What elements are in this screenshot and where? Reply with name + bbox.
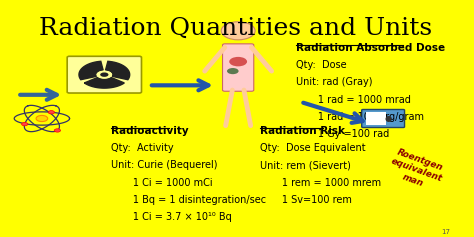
FancyBboxPatch shape — [67, 56, 142, 93]
Text: 1 Bq = 1 disintegration/sec: 1 Bq = 1 disintegration/sec — [111, 195, 266, 205]
Text: ●: ● — [385, 114, 392, 123]
Text: 1 rad = 1000 mrad: 1 rad = 1000 mrad — [296, 95, 411, 105]
Circle shape — [22, 123, 28, 126]
Circle shape — [54, 129, 61, 132]
Circle shape — [100, 73, 109, 77]
Circle shape — [48, 111, 55, 114]
FancyBboxPatch shape — [366, 112, 386, 125]
Text: Unit: rem (Sievert): Unit: rem (Sievert) — [260, 160, 351, 170]
Text: 17: 17 — [441, 229, 450, 235]
Text: 1 rem = 1000 mrem: 1 rem = 1000 mrem — [260, 178, 382, 187]
Circle shape — [97, 71, 112, 79]
Text: Radioactivity: Radioactivity — [111, 126, 189, 136]
Text: 1 Ci = 1000 mCi: 1 Ci = 1000 mCi — [111, 178, 213, 187]
Circle shape — [227, 68, 238, 74]
Text: Radiation Quantities and Units: Radiation Quantities and Units — [39, 17, 432, 40]
Polygon shape — [79, 61, 103, 80]
Text: Unit: rad (Gray): Unit: rad (Gray) — [296, 77, 373, 87]
Text: Roentgen
equivalent
man: Roentgen equivalent man — [386, 147, 447, 193]
Polygon shape — [106, 61, 130, 80]
Polygon shape — [84, 77, 124, 88]
Text: Radiation Absorbed Dose: Radiation Absorbed Dose — [296, 43, 445, 53]
Circle shape — [221, 22, 255, 40]
FancyBboxPatch shape — [362, 109, 404, 128]
Circle shape — [36, 115, 48, 122]
Text: 1 rad = 100 erg/gram: 1 rad = 100 erg/gram — [296, 112, 424, 122]
Text: Qty:  Dose Equivalent: Qty: Dose Equivalent — [260, 143, 366, 153]
Text: 1 Gy =100 rad: 1 Gy =100 rad — [296, 129, 390, 139]
Text: 1 Ci = 3.7 × 10¹⁰ Bq: 1 Ci = 3.7 × 10¹⁰ Bq — [111, 212, 232, 222]
Text: Radiation Risk: Radiation Risk — [260, 126, 346, 136]
Text: 1 Sv=100 rem: 1 Sv=100 rem — [260, 195, 352, 205]
Text: Qty:  Dose: Qty: Dose — [296, 60, 347, 70]
FancyBboxPatch shape — [222, 44, 254, 91]
Circle shape — [229, 57, 247, 66]
Text: Qty:  Activity: Qty: Activity — [111, 143, 173, 153]
Text: Unit: Curie (Bequerel): Unit: Curie (Bequerel) — [111, 160, 218, 170]
